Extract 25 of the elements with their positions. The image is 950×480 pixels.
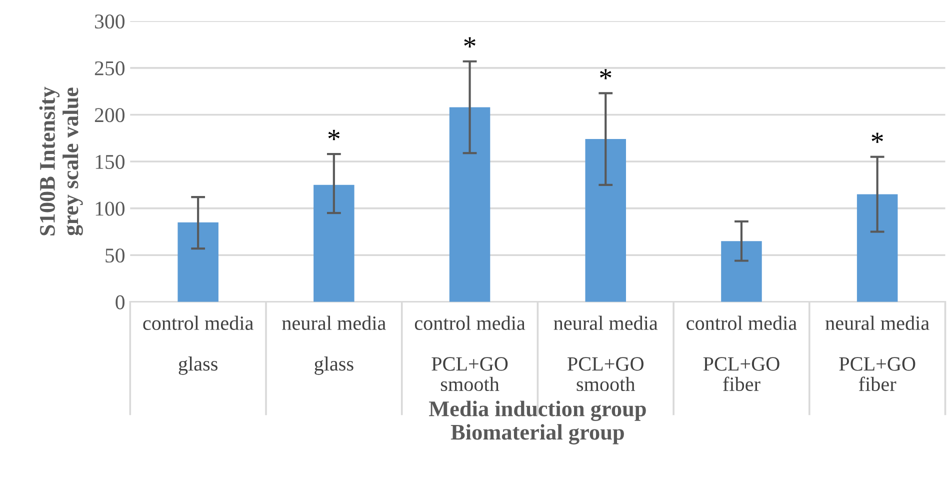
bar <box>721 241 762 302</box>
y-tick-label: 0 <box>116 295 124 310</box>
bar <box>856 194 898 302</box>
y-tick-label: 50 <box>106 248 124 263</box>
y-tick-label: 150 <box>96 154 124 169</box>
category-label: neural media PCL+GO fiber <box>826 316 930 392</box>
annotation: * <box>464 37 476 48</box>
category-label: control media glass <box>143 316 254 375</box>
category-label: neural media glass <box>282 316 386 375</box>
bar <box>449 107 490 302</box>
y-tick-label: 100 <box>96 202 124 216</box>
category-label: neural media PCL+GO smooth <box>554 316 658 392</box>
y-axis-title: S100B Intensity grey scale value <box>39 86 83 236</box>
x-axis-title: Media induction group Biomaterial group <box>429 400 646 444</box>
annotation: * <box>600 69 612 80</box>
category-label: control media PCL+GO smooth <box>414 316 526 392</box>
y-tick-label: 250 <box>94 61 124 76</box>
bar <box>314 184 354 302</box>
y-tick-label: 200 <box>94 108 124 122</box>
annotation: * <box>872 132 883 143</box>
y-tick-label: 300 <box>95 14 124 29</box>
bar <box>585 139 626 302</box>
annotation: * <box>328 130 340 140</box>
bar <box>178 222 218 302</box>
category-label: control media PCL+GO fiber <box>686 316 797 392</box>
